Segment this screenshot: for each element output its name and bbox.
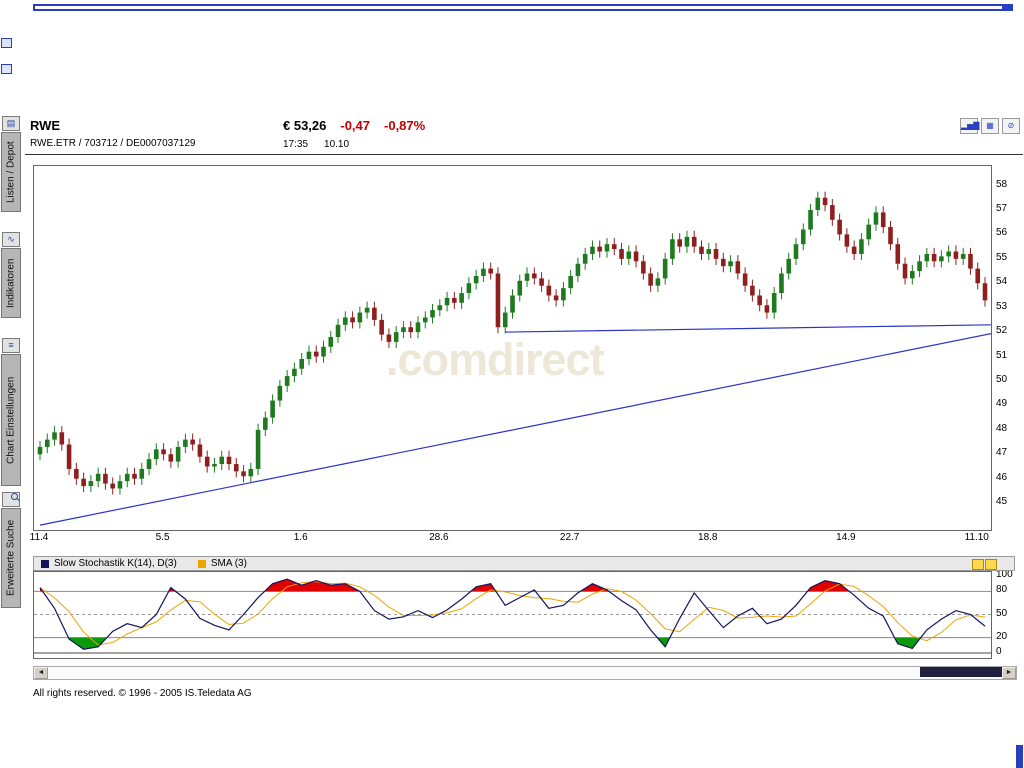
axis-tick-label: 52	[996, 325, 1008, 337]
axis-tick-label: 46	[996, 471, 1008, 483]
sidebar-group-listen-depot: ▤ Listen / Depot	[0, 116, 22, 212]
axis-tick-label: 50	[996, 373, 1008, 385]
axis-tick-label: 58	[996, 178, 1008, 190]
candlestick-series	[37, 191, 988, 495]
axis-tick-label: 56	[996, 227, 1008, 239]
indicator-legend-bar: Slow Stochastik K(14), D(3) SMA (3)	[33, 556, 1015, 571]
price-chart-panel: .comdirect	[33, 165, 992, 531]
axis-tick-label: 22.7	[559, 532, 580, 543]
indicator-expand-button[interactable]	[985, 559, 997, 570]
axis-tick-label: 50	[996, 607, 1008, 619]
price-chart[interactable]	[34, 166, 991, 530]
axis-tick-label: 51	[996, 349, 1008, 361]
instrument-name: RWE	[30, 118, 61, 133]
sidebar-item-chart-einstellungen[interactable]: Chart Einstellungen	[1, 354, 21, 486]
sma-legend-swatch	[197, 559, 206, 568]
axis-tick-label: 47	[996, 447, 1008, 459]
axis-tick-label: 80	[996, 584, 1008, 596]
quote-time: 17:35	[283, 139, 309, 150]
chart-einstellungen-icon[interactable]: ≡	[2, 338, 20, 353]
sma-line	[39, 581, 986, 646]
percent-icon[interactable]: ⊘	[1002, 118, 1020, 134]
sma-legend-label: SMA (3)	[210, 558, 247, 569]
change-percent: -0,87%	[384, 118, 426, 133]
last-price: € 53,26	[283, 118, 327, 133]
watermark: .comdirect	[386, 334, 605, 385]
chart-style-icon[interactable]: ▂▅▇	[960, 118, 979, 134]
copyright-text: All rights reserved. © 1996 - 2005 IS.Te…	[33, 688, 252, 699]
axis-tick-label: 18.8	[698, 532, 718, 543]
stochastic-legend-swatch	[41, 559, 49, 568]
sidebar-group-erweiterte-suche: Erweiterte Suche	[0, 492, 22, 608]
listen-depot-icon[interactable]: ▤	[2, 116, 20, 131]
price-row: € 53,26 -0,47 -0,87%	[283, 118, 425, 133]
change-absolute: -0,47	[340, 118, 371, 133]
axis-tick-label: 49	[996, 398, 1008, 410]
indicator-settings-button[interactable]	[972, 559, 984, 570]
axis-tick-label: 14.9	[836, 532, 856, 543]
chart-toolbar: ▂▅▇ ▦ ⊘	[960, 118, 1020, 134]
indikatoren-icon[interactable]: ∿	[2, 232, 20, 247]
window-control-icon[interactable]	[1, 64, 12, 74]
axis-tick-label: 54	[996, 276, 1008, 288]
erweiterte-suche-icon[interactable]	[2, 492, 20, 507]
collapsed-window-bar[interactable]	[33, 4, 1013, 11]
header-divider	[25, 154, 1023, 155]
sidebar-group-indikatoren: ∿ Indikatoren	[0, 232, 22, 318]
axis-tick-label: 1.6	[293, 532, 308, 543]
sidebar-group-chart-einstellungen: ≡ Chart Einstellungen	[0, 338, 22, 486]
axis-tick-label: 11.4	[29, 532, 49, 543]
axis-tick-label: 45	[996, 496, 1008, 508]
axis-tick-label: 53	[996, 300, 1008, 312]
scroll-right-arrow-icon[interactable]: ►	[1002, 667, 1016, 679]
trendlines	[39, 324, 991, 526]
sidebar-item-indikatoren[interactable]: Indikatoren	[1, 248, 21, 318]
stochastic-k-line	[39, 578, 986, 650]
sidebar-item-erweiterte-suche[interactable]: Erweiterte Suche	[1, 508, 21, 608]
axis-tick-label: 48	[996, 422, 1008, 434]
axis-tick-label: 55	[996, 251, 1008, 263]
quote-date: 10.10	[324, 139, 350, 150]
instrument-details: RWE.ETR / 703712 / DE0007037129	[30, 138, 196, 149]
time-scrollbar[interactable]: ◄ ►	[33, 666, 1017, 680]
axis-tick-label: 57	[996, 202, 1008, 214]
scrollbar-thumb[interactable]	[920, 667, 1003, 677]
sidebar-item-listen-depot[interactable]: Listen / Depot	[1, 132, 21, 212]
axis-tick-label: 11.10	[964, 532, 989, 543]
window-control-icon[interactable]	[1, 38, 12, 48]
scroll-left-arrow-icon[interactable]: ◄	[34, 667, 48, 679]
corner-window-edge	[1016, 745, 1023, 768]
quote-time-row: 17:35 10.10	[283, 139, 349, 150]
axis-tick-label: 20	[996, 630, 1008, 642]
stochastic-legend-label: Slow Stochastik K(14), D(3)	[54, 558, 177, 569]
stochastic-chart[interactable]	[34, 572, 991, 658]
axis-tick-label: 5.5	[155, 532, 170, 543]
layout-icon[interactable]: ▦	[981, 118, 999, 134]
window-bar-endcap	[1002, 5, 1011, 10]
axis-tick-label: 28.6	[429, 532, 449, 543]
stochastic-panel	[33, 571, 992, 659]
axis-tick-label: 0	[996, 646, 1002, 657]
